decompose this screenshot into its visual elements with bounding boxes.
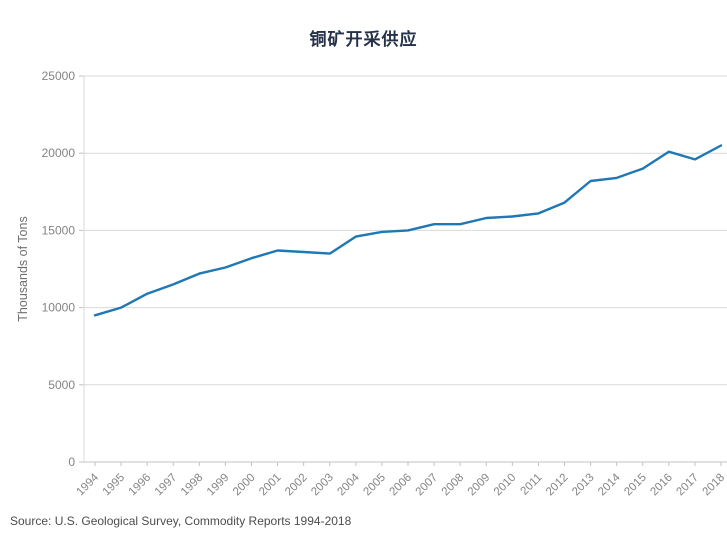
x-axis-tick-label: 1995 bbox=[101, 472, 128, 499]
y-axis-tick-label: 25000 bbox=[42, 69, 76, 83]
x-axis-tick-label: 2001 bbox=[257, 472, 284, 499]
x-axis-tick-label: 2000 bbox=[231, 472, 258, 499]
x-axis-tick-label: 2003 bbox=[309, 472, 336, 499]
source-note: Source: U.S. Geological Survey, Commodit… bbox=[10, 514, 352, 528]
x-axis-tick-label: 2012 bbox=[544, 472, 571, 499]
y-axis-tick-label: 5000 bbox=[48, 378, 75, 392]
copper-supply-series-line bbox=[93, 144, 723, 317]
y-axis-tick-label: 15000 bbox=[42, 223, 76, 237]
x-axis-tick-label: 2010 bbox=[492, 472, 519, 499]
x-axis-tick-label: 2002 bbox=[283, 472, 310, 499]
x-axis-tick-label: 1994 bbox=[75, 471, 102, 498]
x-axis-tick-label: 2005 bbox=[361, 472, 388, 499]
y-axis-tick-label: 0 bbox=[68, 455, 75, 469]
x-axis-tick-label: 2007 bbox=[414, 472, 441, 499]
x-axis-tick-label: 1998 bbox=[179, 472, 206, 499]
y-axis-tick-label: 10000 bbox=[42, 301, 76, 315]
x-axis-tick-label: 1999 bbox=[205, 472, 232, 499]
x-axis-tick-label: 2017 bbox=[674, 472, 701, 499]
x-axis-tick-label: 2018 bbox=[701, 472, 727, 499]
x-axis-tick-label: 2014 bbox=[596, 471, 623, 498]
x-axis-tick-label: 2006 bbox=[388, 472, 415, 499]
y-axis-title: Thousands of Tons bbox=[16, 216, 30, 322]
x-axis-tick-label: 2009 bbox=[466, 472, 493, 499]
x-axis-tick-label: 2008 bbox=[440, 472, 467, 499]
x-axis-tick-label: 1996 bbox=[127, 472, 154, 499]
x-axis-tick-label: 2004 bbox=[335, 471, 362, 498]
y-axis-tick-label: 20000 bbox=[42, 146, 76, 160]
chart-title: 铜矿开采供应 bbox=[309, 30, 418, 49]
x-axis-tick-label: 2013 bbox=[570, 472, 597, 499]
x-axis-tick-label: 1997 bbox=[153, 472, 180, 499]
x-axis-tick-label: 2016 bbox=[648, 472, 675, 499]
x-axis-tick-label: 2011 bbox=[519, 472, 545, 498]
x-axis-tick-label: 2015 bbox=[622, 472, 649, 499]
